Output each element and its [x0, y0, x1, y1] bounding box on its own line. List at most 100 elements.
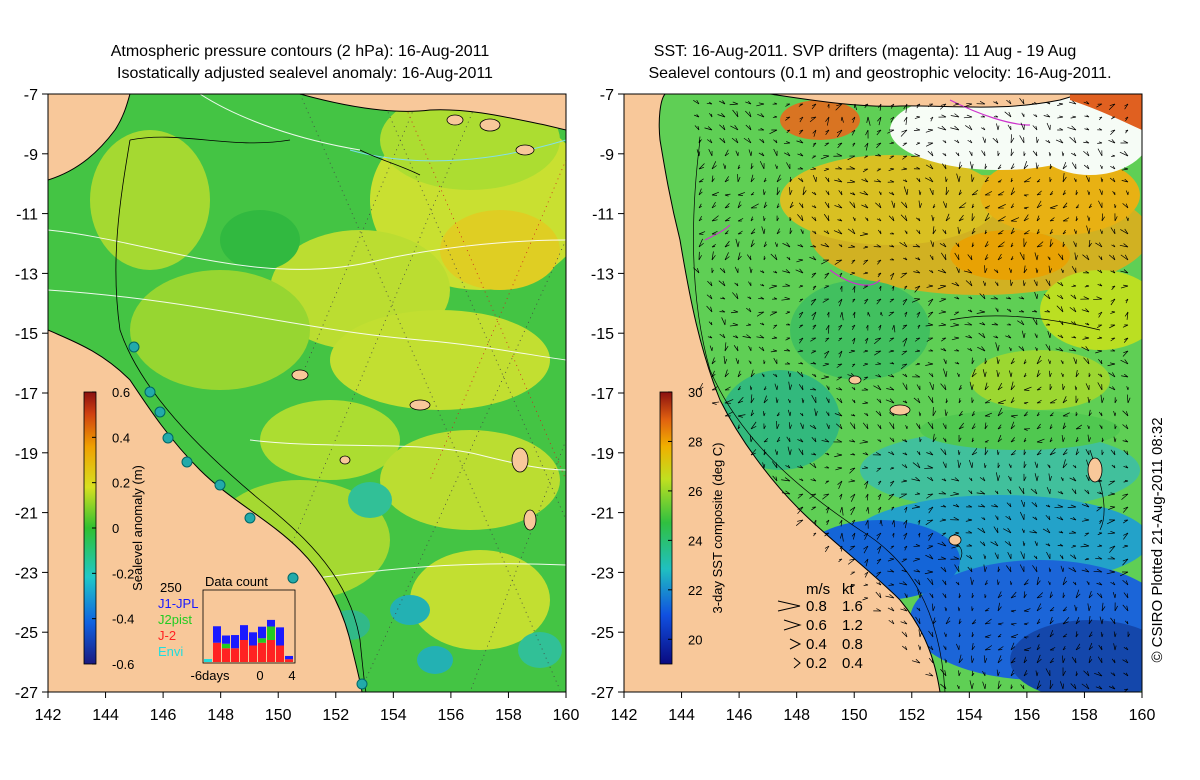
velocity-arrow — [1095, 242, 1103, 248]
velocity-arrow — [878, 103, 882, 111]
velocity-arrow — [932, 204, 936, 209]
velocity-arrow — [849, 506, 856, 516]
velocity-arrow — [954, 564, 960, 573]
velocity-arrow — [1010, 148, 1014, 157]
velocity-arrow — [1075, 424, 1083, 430]
velocity-arrow — [991, 503, 999, 508]
inset-bar-j2pist — [258, 638, 266, 643]
velocity-arrow — [759, 138, 765, 144]
velocity-arrow — [859, 232, 869, 237]
velocity-arrow — [847, 558, 856, 565]
velocity-arrow — [903, 103, 908, 113]
velocity-arrow — [852, 216, 856, 222]
velocity-arrow — [821, 259, 830, 265]
velocity-legend-ms: 0.2 — [806, 655, 827, 672]
velocity-arrow — [750, 409, 755, 417]
velocity-arrow — [916, 177, 921, 183]
velocity-arrow — [942, 201, 947, 209]
velocity-arrow — [850, 192, 856, 196]
velocity-arrow — [950, 516, 960, 521]
sst-colorbar-tick-label: 22 — [688, 583, 702, 598]
velocity-arrow — [993, 269, 999, 274]
sla-colorbar-tick-label: -0.4 — [112, 612, 134, 627]
velocity-arrow — [1035, 162, 1039, 170]
velocity-arrow — [891, 506, 895, 511]
inset-bar-j1 — [249, 632, 257, 646]
velocity-arrow — [824, 142, 830, 147]
velocity-arrow — [993, 115, 999, 118]
velocity-arrow — [925, 362, 934, 366]
velocity-arrow — [707, 280, 713, 287]
velocity-arrow — [810, 337, 817, 342]
velocity-arrow — [813, 532, 817, 537]
velocity-arrow — [996, 123, 1000, 131]
velocity-arrow — [719, 137, 726, 144]
velocity-arrow — [836, 363, 843, 368]
velocity-arrow — [1059, 554, 1064, 560]
velocity-arrow — [890, 116, 895, 123]
velocity-arrow — [711, 357, 716, 365]
velocity-arrow — [916, 142, 921, 145]
left-ytick-label: -11 — [16, 207, 38, 224]
velocity-arrow — [1036, 355, 1042, 365]
velocity-arrow — [902, 324, 908, 330]
velocity-arrow — [813, 519, 817, 526]
velocity-arrow — [968, 477, 973, 482]
velocity-arrow — [1023, 670, 1028, 677]
velocity-arrow — [737, 201, 742, 209]
velocity-arrow — [861, 178, 869, 183]
velocity-arrow — [997, 230, 1004, 235]
velocity-arrow — [797, 438, 804, 443]
velocity-arrow — [825, 190, 830, 196]
velocity-arrow — [724, 240, 730, 248]
velocity-arrow — [825, 129, 830, 136]
new-guinea — [299, 94, 566, 131]
velocity-arrow — [737, 386, 741, 391]
velocity-arrow — [724, 399, 734, 404]
right-ytick-label: -15 — [591, 326, 614, 343]
velocity-arrow — [862, 452, 869, 456]
velocity-arrow — [976, 100, 986, 105]
velocity-arrow — [971, 410, 976, 417]
velocity-arrow — [980, 115, 986, 118]
velocity-arrow — [901, 558, 908, 563]
velocity-arrow — [1021, 528, 1025, 534]
velocity-arrow — [1023, 428, 1030, 431]
velocity-arrow — [1023, 608, 1031, 612]
velocity-arrow — [864, 571, 869, 578]
velocity-arrow — [745, 124, 752, 131]
velocity-arrow — [1098, 200, 1103, 209]
velocity-arrow — [900, 363, 908, 370]
velocity-arrow — [1120, 269, 1129, 274]
velocity-arrow — [772, 115, 778, 118]
velocity-arrow — [914, 285, 921, 293]
velocity-arrow — [1097, 269, 1103, 274]
velocity-arrow — [889, 232, 895, 235]
velocity-arrow — [876, 582, 882, 586]
velocity-arrow — [1006, 565, 1012, 573]
velocity-arrow — [865, 493, 869, 501]
velocity-arrow — [737, 424, 741, 430]
velocity-arrow — [971, 642, 976, 651]
velocity-arrow — [984, 463, 987, 469]
velocity-arrow — [1062, 217, 1070, 222]
velocity-arrow — [724, 230, 729, 235]
velocity-arrow — [994, 281, 999, 287]
velocity-arrow — [1036, 423, 1041, 430]
velocity-arrow — [984, 241, 989, 248]
velocity-arrow — [1034, 292, 1038, 300]
velocity-arrow — [759, 322, 765, 326]
velocity-arrow — [798, 448, 804, 456]
velocity-arrow — [1049, 229, 1054, 235]
velocity-arrow — [1048, 473, 1052, 482]
credit-text: © CSIRO Plotted 21-Aug-2011 08:32 — [1149, 417, 1166, 662]
velocity-arrow — [1004, 541, 1012, 547]
velocity-arrow — [1010, 203, 1015, 209]
inset-bar-j1 — [222, 635, 230, 644]
velocity-arrow — [719, 333, 726, 339]
velocity-arrow — [889, 422, 895, 430]
velocity-arrow — [1018, 296, 1025, 300]
velocity-arrow — [1108, 324, 1116, 329]
islands-right — [848, 375, 1103, 546]
